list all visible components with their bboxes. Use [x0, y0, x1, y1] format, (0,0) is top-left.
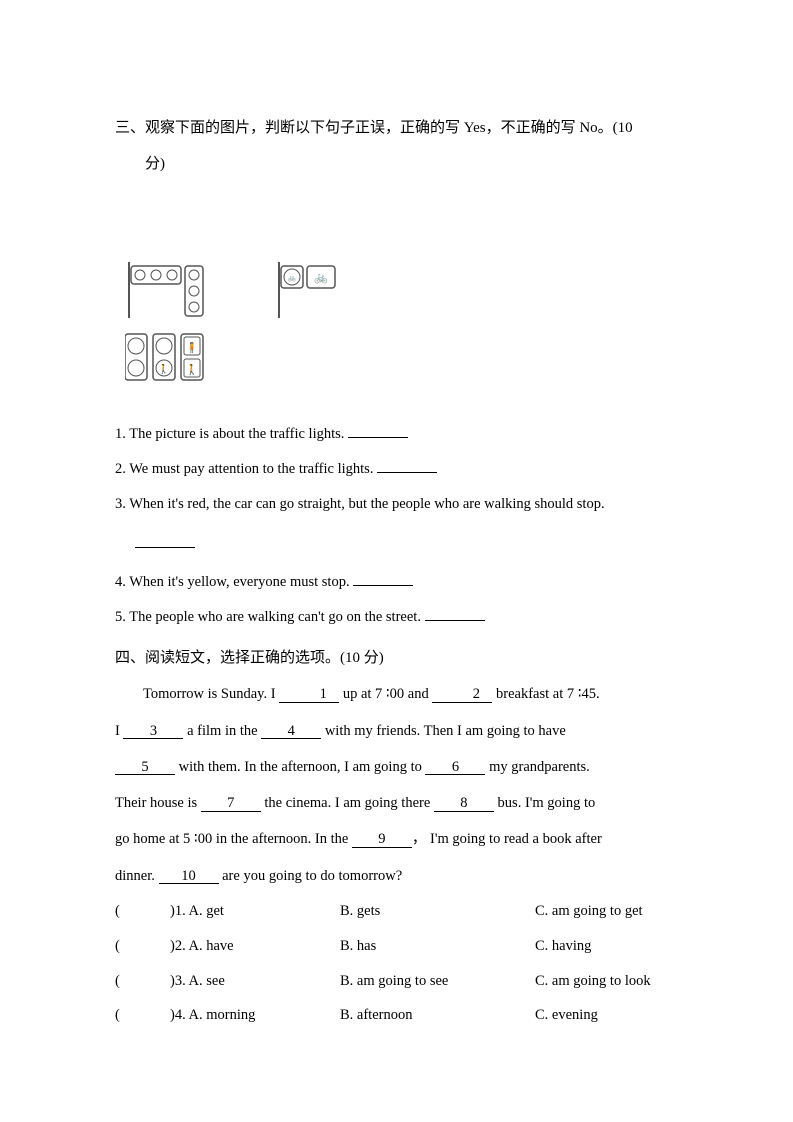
choice-2b: B. has: [340, 929, 535, 964]
s3-q2-text: 2. We must pay attention to the traffic …: [115, 461, 377, 477]
p1c: breakfast at 7 ∶45.: [492, 686, 599, 702]
p2a: I: [115, 723, 123, 739]
s3-q1-blank[interactable]: [348, 424, 408, 438]
p4c: bus. I'm going to: [494, 795, 595, 811]
section3-points: 分): [115, 146, 678, 182]
blank-2[interactable]: 2: [432, 687, 492, 703]
choice-4c: C. evening: [535, 998, 678, 1033]
p3b: my grandparents.: [485, 759, 589, 775]
p6b: are you going to do tomorrow?: [219, 868, 403, 884]
s3-q3: 3. When it's red, the car can go straigh…: [115, 487, 678, 522]
svg-text:🚲: 🚲: [314, 272, 328, 284]
choice-1c: C. am going to get: [535, 894, 678, 929]
choice-2c: C. having: [535, 929, 678, 964]
s3-q5: 5. The people who are walking can't go o…: [115, 600, 678, 635]
passage-line-4: Their house is 7 the cinema. I am going …: [115, 785, 678, 821]
passage-line-2: I 3 a film in the 4 with my friends. The…: [115, 713, 678, 749]
blank-10[interactable]: 10: [159, 869, 219, 885]
traffic-light-images: 🚲 🚲 🚶 🧍 🚶: [125, 262, 678, 397]
choice-paren-4[interactable]: (: [115, 998, 170, 1033]
choice-4a: )4. A. morning: [170, 998, 340, 1033]
choice-row-2: ( )2. A. have B. has C. having: [115, 929, 678, 964]
s3-q1: 1. The picture is about the traffic ligh…: [115, 417, 678, 452]
blank-7[interactable]: 7: [201, 796, 261, 812]
choice-3b: B. am going to see: [340, 964, 535, 999]
choice-4b: B. afternoon: [340, 998, 535, 1033]
passage-line-6: dinner. 10 are you going to do tomorrow?: [115, 858, 678, 894]
choice-paren-2[interactable]: (: [115, 929, 170, 964]
p4a: Their house is: [115, 795, 201, 811]
passage: Tomorrow is Sunday. I 1 up at 7 ∶00 and …: [115, 676, 678, 894]
choice-paren-1[interactable]: (: [115, 894, 170, 929]
choice-row-3: ( )3. A. see B. am going to see C. am go…: [115, 964, 678, 999]
choice-row-4: ( )4. A. morning B. afternoon C. evening: [115, 998, 678, 1033]
s3-q5-text: 5. The people who are walking can't go o…: [115, 609, 425, 625]
p1b: up at 7 ∶00 and: [339, 686, 432, 702]
blank-8[interactable]: 8: [434, 796, 494, 812]
choice-3c: C. am going to look: [535, 964, 678, 999]
blank-5[interactable]: 5: [115, 760, 175, 776]
blank-4[interactable]: 4: [261, 724, 321, 740]
p1a: Tomorrow is Sunday. I: [143, 686, 279, 702]
p2b: a film in the: [183, 723, 261, 739]
s3-q3-blank[interactable]: [135, 533, 195, 548]
blank-1[interactable]: 1: [279, 687, 339, 703]
choice-1a: )1. A. get: [170, 894, 340, 929]
blank-6[interactable]: 6: [425, 760, 485, 776]
s3-q2: 2. We must pay attention to the traffic …: [115, 452, 678, 487]
section4-heading: 四、阅读短文，选择正确的选项。(10 分): [115, 640, 678, 676]
s3-q4-text: 4. When it's yellow, everyone must stop.: [115, 574, 353, 590]
svg-text:🚶: 🚶: [186, 363, 198, 376]
s3-q2-blank[interactable]: [377, 459, 437, 473]
page: 三、观察下面的图片，判断以下句子正误，正确的写 Yes，不正确的写 No。(10…: [0, 0, 793, 1122]
s3-q4: 4. When it's yellow, everyone must stop.: [115, 565, 678, 600]
choice-2a: )2. A. have: [170, 929, 340, 964]
s3-q4-blank[interactable]: [353, 572, 413, 586]
blank-3[interactable]: 3: [123, 724, 183, 740]
p5a: go home at 5 ∶00 in the afternoon. In th…: [115, 831, 352, 847]
passage-line-1: Tomorrow is Sunday. I 1 up at 7 ∶00 and …: [115, 676, 678, 712]
svg-text:🚶: 🚶: [158, 363, 169, 374]
p4b: the cinema. I am going there: [261, 795, 434, 811]
blank-9[interactable]: 9: [352, 832, 412, 848]
section3-heading: 三、观察下面的图片，判断以下句子正误，正确的写 Yes，不正确的写 No。(10: [115, 110, 678, 146]
s3-q5-blank[interactable]: [425, 607, 485, 621]
p2c: with my friends. Then I am going to have: [321, 723, 566, 739]
p3a: with them. In the afternoon, I am going …: [175, 759, 425, 775]
choice-1b: B. gets: [340, 894, 535, 929]
p6a: dinner.: [115, 868, 159, 884]
passage-line-5: go home at 5 ∶00 in the afternoon. In th…: [115, 821, 678, 857]
s3-q1-text: 1. The picture is about the traffic ligh…: [115, 426, 348, 442]
svg-text:🧍: 🧍: [186, 341, 198, 354]
choice-row-1: ( )1. A. get B. gets C. am going to get: [115, 894, 678, 929]
passage-line-3: 5 with them. In the afternoon, I am goin…: [115, 749, 678, 785]
s3-q3-text: 3. When it's red, the car can go straigh…: [115, 496, 605, 512]
choice-3a: )3. A. see: [170, 964, 340, 999]
svg-text:🚲: 🚲: [288, 274, 297, 282]
p5b: ， I'm going to read a book after: [412, 831, 602, 847]
choice-paren-3[interactable]: (: [115, 964, 170, 999]
